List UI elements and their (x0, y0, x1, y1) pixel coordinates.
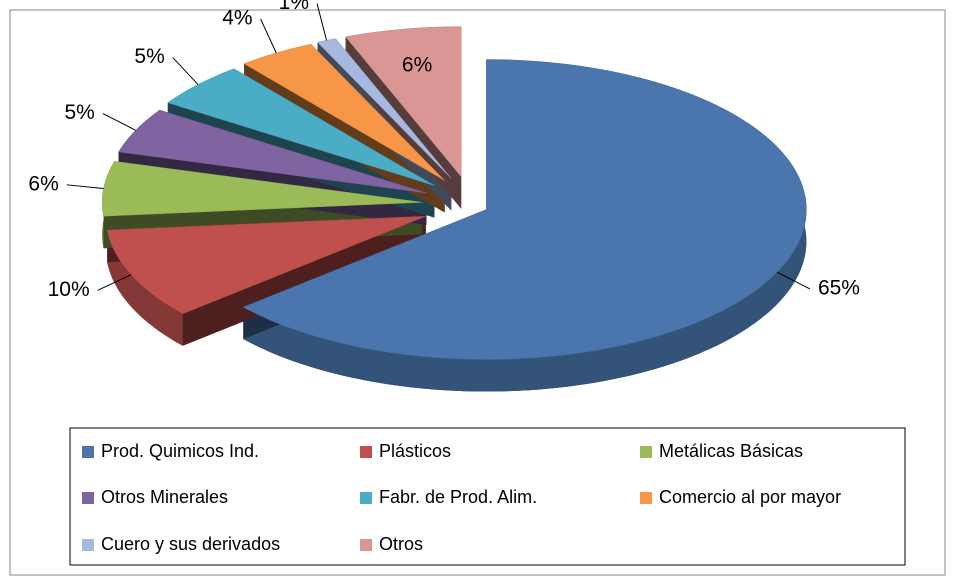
slice (243, 43, 445, 181)
data-label: 65% (818, 276, 860, 299)
legend-swatch (360, 446, 372, 458)
data-label: 4% (222, 7, 252, 30)
legend-swatch (360, 539, 372, 551)
data-label: 6% (402, 54, 432, 77)
legend-label: Cuero y sus derivados (101, 534, 280, 554)
legend-label: Comercio al por mayor (659, 487, 841, 507)
legend-swatch (82, 492, 94, 504)
leader-line (316, 3, 328, 41)
slice-edge (107, 230, 183, 346)
legend-label: Fabr. de Prod. Alim. (379, 487, 537, 507)
slice (106, 215, 426, 315)
slice (345, 26, 462, 178)
legend-label: Prod. Quimicos Ind. (101, 441, 259, 461)
slice (167, 68, 435, 186)
leader-line (97, 274, 132, 291)
leader-line (66, 184, 104, 189)
legend-label: Metálicas Básicas (659, 441, 803, 461)
data-label: 5% (64, 101, 94, 124)
leader-line (172, 57, 199, 85)
slice (101, 161, 423, 217)
legend-box (69, 427, 906, 566)
legend-swatch (360, 492, 372, 504)
legend-label: Otros Minerales (101, 487, 228, 507)
leader-line (102, 113, 136, 131)
data-label: 5% (134, 45, 164, 68)
legend-swatch (640, 492, 652, 504)
legend-swatch (82, 446, 94, 458)
legend-swatch (640, 446, 652, 458)
leader-line (776, 271, 811, 290)
data-label: 6% (28, 172, 58, 195)
legend-label: Plásticos (379, 441, 451, 461)
slice-edge (243, 59, 807, 392)
slice (242, 59, 807, 360)
data-label: 1% (279, 0, 309, 14)
slice (118, 109, 427, 194)
legend-swatch (82, 539, 94, 551)
legend-label: Otros (379, 534, 423, 554)
leader-line (260, 18, 277, 54)
data-label: 10% (48, 278, 90, 301)
